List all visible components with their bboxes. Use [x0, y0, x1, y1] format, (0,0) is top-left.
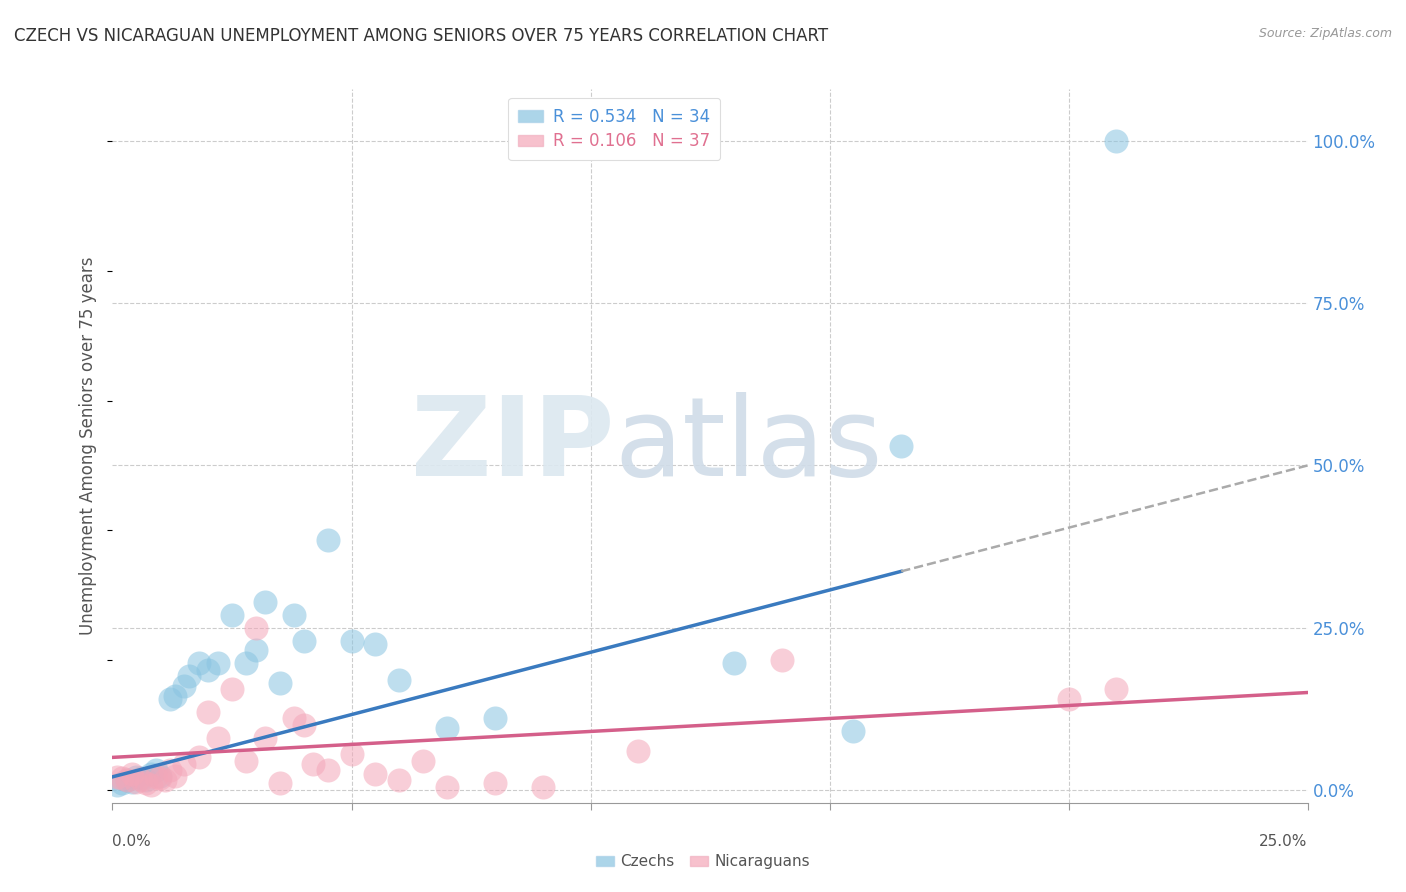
Point	[254, 595, 277, 609]
Point	[436, 721, 458, 735]
Point	[115, 773, 138, 788]
Point	[149, 768, 172, 782]
Point	[153, 773, 176, 788]
Point	[115, 773, 138, 788]
Point	[149, 771, 172, 785]
Point	[364, 637, 387, 651]
Point	[770, 653, 793, 667]
Point	[105, 770, 128, 784]
Point	[139, 778, 162, 792]
Point	[139, 766, 162, 780]
Point	[1105, 134, 1128, 148]
Point	[412, 754, 434, 768]
Point	[135, 776, 157, 790]
Point	[302, 756, 325, 771]
Point	[173, 679, 195, 693]
Point	[121, 766, 143, 780]
Point	[129, 771, 152, 785]
Point	[145, 764, 167, 778]
Point	[890, 439, 912, 453]
Text: Source: ZipAtlas.com: Source: ZipAtlas.com	[1258, 27, 1392, 40]
Point	[245, 643, 267, 657]
Point	[159, 764, 181, 778]
Point	[627, 744, 650, 758]
Point	[187, 657, 209, 671]
Point	[388, 773, 411, 788]
Point	[207, 657, 229, 671]
Point	[163, 768, 186, 782]
Point	[145, 770, 167, 784]
Point	[197, 663, 219, 677]
Text: atlas: atlas	[614, 392, 883, 500]
Point	[187, 750, 209, 764]
Point	[316, 533, 339, 547]
Text: ZIP: ZIP	[411, 392, 614, 500]
Point	[1105, 682, 1128, 697]
Point	[197, 705, 219, 719]
Point	[221, 607, 243, 622]
Point	[388, 673, 411, 687]
Point	[436, 780, 458, 794]
Point	[484, 776, 506, 790]
Point	[723, 657, 745, 671]
Text: CZECH VS NICARAGUAN UNEMPLOYMENT AMONG SENIORS OVER 75 YEARS CORRELATION CHART: CZECH VS NICARAGUAN UNEMPLOYMENT AMONG S…	[14, 27, 828, 45]
Point	[177, 669, 200, 683]
Point	[283, 607, 305, 622]
Point	[173, 756, 195, 771]
Point	[105, 778, 128, 792]
Point	[125, 770, 148, 784]
Point	[292, 718, 315, 732]
Point	[111, 771, 134, 785]
Point	[842, 724, 865, 739]
Point	[269, 776, 291, 790]
Point	[1057, 692, 1080, 706]
Point	[235, 657, 257, 671]
Point	[159, 692, 181, 706]
Point	[235, 754, 257, 768]
Point	[316, 764, 339, 778]
Point	[531, 780, 554, 794]
Y-axis label: Unemployment Among Seniors over 75 years: Unemployment Among Seniors over 75 years	[79, 257, 97, 635]
Point	[125, 775, 148, 789]
Point	[254, 731, 277, 745]
Point	[245, 621, 267, 635]
Point	[364, 766, 387, 780]
Point	[163, 689, 186, 703]
Point	[340, 633, 363, 648]
Point	[221, 682, 243, 697]
Legend: R = 0.534   N = 34, R = 0.106   N = 37: R = 0.534 N = 34, R = 0.106 N = 37	[509, 97, 720, 161]
Point	[484, 711, 506, 725]
Legend: Czechs, Nicaraguans: Czechs, Nicaraguans	[591, 848, 815, 875]
Text: 0.0%: 0.0%	[112, 834, 152, 849]
Point	[207, 731, 229, 745]
Point	[292, 633, 315, 648]
Text: 25.0%: 25.0%	[1260, 834, 1308, 849]
Point	[135, 773, 157, 788]
Point	[283, 711, 305, 725]
Point	[340, 747, 363, 761]
Point	[111, 776, 134, 790]
Point	[129, 773, 152, 788]
Point	[269, 675, 291, 690]
Point	[121, 775, 143, 789]
